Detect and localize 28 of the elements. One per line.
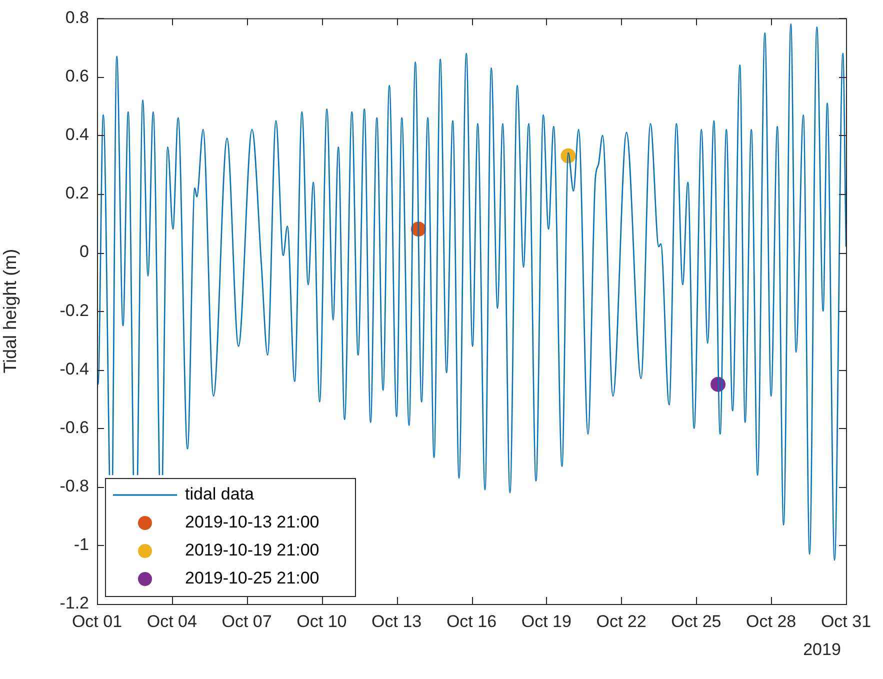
y-tick-label: -0.6: [60, 418, 89, 437]
x-tick-label: Oct 10: [296, 612, 347, 631]
x-tick-label: Oct 01: [72, 612, 122, 631]
legend-label: tidal data: [185, 484, 255, 504]
x-tick-label: Oct 31: [820, 612, 872, 631]
legend-label: 2019-10-13 21:00: [185, 512, 320, 532]
y-axis-title: Tidal height (m): [0, 248, 20, 374]
y-tick-label: 0: [80, 242, 89, 262]
x-tick-label: Oct 25: [671, 612, 722, 631]
x-tick-label: Oct 07: [222, 612, 272, 631]
x-tick-label: Oct 13: [372, 612, 422, 631]
y-tick-label: 0.8: [65, 8, 89, 27]
y-tick-label: -1: [74, 535, 89, 554]
legend-label: 2019-10-19 21:00: [185, 540, 320, 560]
legend-label: 2019-10-25 21:00: [185, 568, 320, 588]
y-tick-label: 0.2: [65, 184, 89, 203]
y-tick-label: -0.4: [60, 359, 89, 378]
y-tick-label: 0.6: [65, 66, 89, 86]
x-tick-label: Oct 16: [446, 612, 497, 631]
x-tick-label: Oct 04: [146, 612, 197, 631]
x-tick-label: Oct 19: [521, 612, 572, 631]
y-tick-label: -0.2: [60, 300, 89, 320]
text: 2019: [803, 640, 841, 660]
x-tick-label: Oct 22: [596, 612, 646, 631]
y-tick-label: -0.8: [60, 476, 89, 496]
y-tick-label: 0.4: [65, 125, 89, 144]
y-tick-label: -1.2: [60, 594, 89, 613]
x-tick-label: Oct 28: [746, 612, 796, 631]
